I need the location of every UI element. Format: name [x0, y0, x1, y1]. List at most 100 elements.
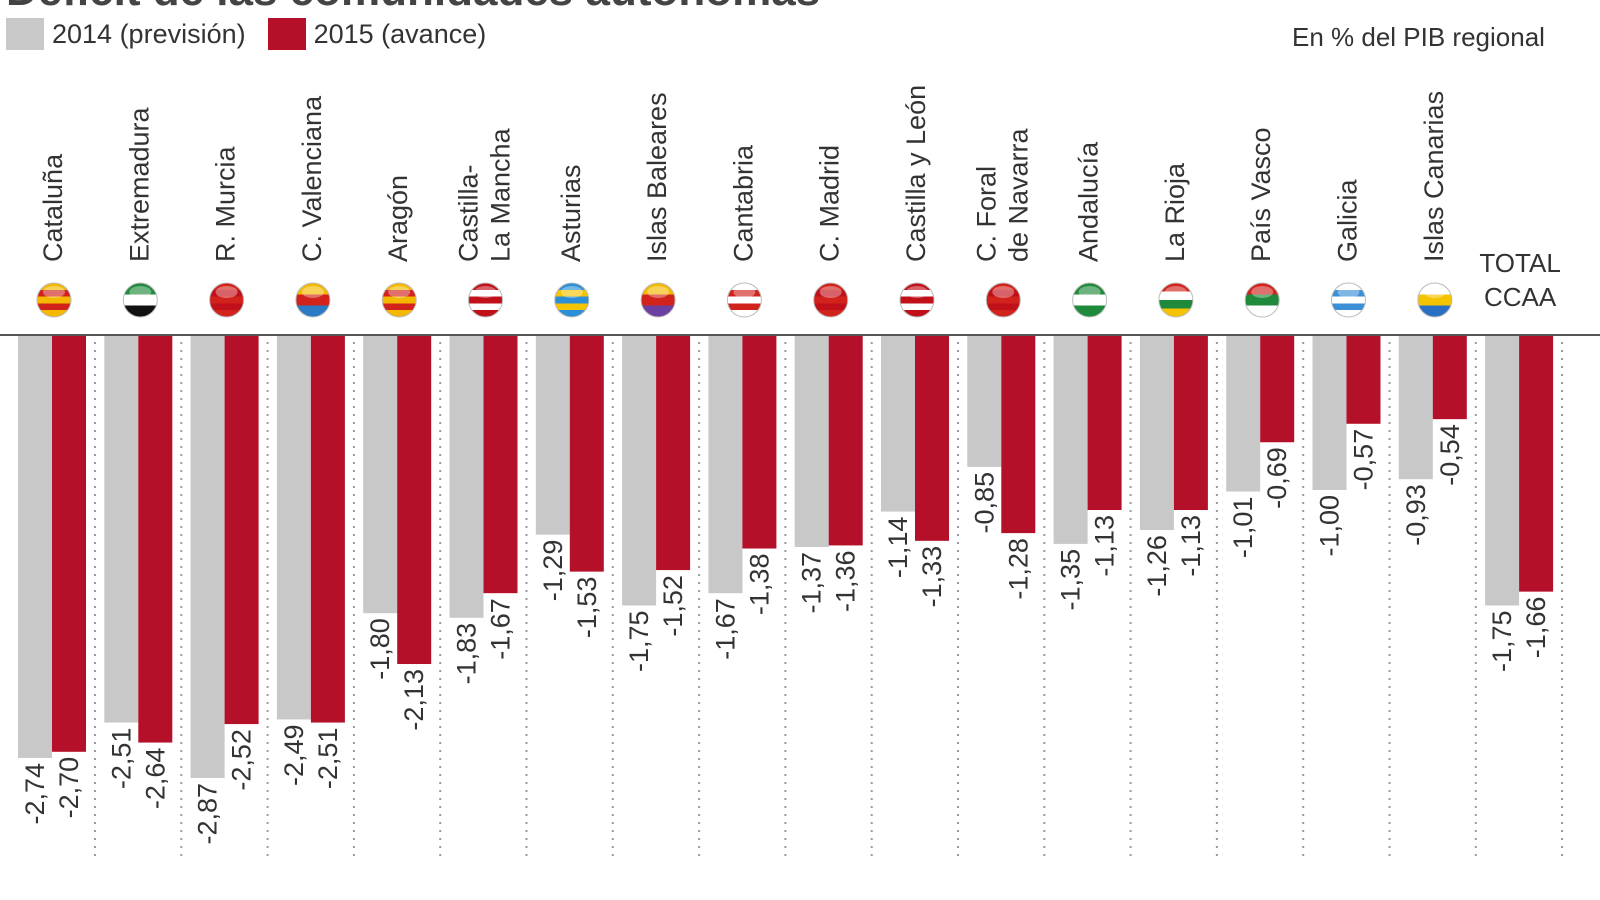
flag-gloss	[388, 286, 411, 298]
bar-2015	[915, 336, 949, 541]
value-label: -1,26	[1142, 535, 1172, 597]
bar-2015	[1001, 336, 1036, 534]
legend-label-2015: 2015 (avance)	[313, 18, 487, 49]
bar-2015	[1087, 336, 1122, 511]
bar-2014	[1398, 336, 1433, 480]
region-flag-icon	[554, 282, 590, 318]
value-label: -1,35	[1056, 549, 1086, 611]
bar-2015	[569, 336, 604, 572]
region-flag-icon	[209, 282, 245, 318]
category-label: Castilla y León	[901, 85, 931, 262]
value-label: -0,69	[1262, 447, 1292, 509]
region-flag-icon	[468, 282, 503, 318]
value-label: -1,00	[1315, 495, 1345, 557]
value-label: -1,33	[917, 546, 947, 608]
bar-2014	[449, 336, 484, 618]
region-flag-icon	[295, 282, 331, 318]
bar-2014	[535, 336, 570, 535]
bar-2015	[224, 336, 259, 725]
value-label: -2,51	[106, 728, 136, 790]
bar-2014	[708, 336, 743, 594]
category-label: País Vasco	[1246, 127, 1276, 262]
value-label: -1,67	[710, 598, 740, 660]
value-label: -0,93	[1401, 484, 1431, 546]
value-label: -2,52	[227, 729, 257, 791]
flag-gloss	[215, 286, 238, 298]
bar-2015	[656, 336, 691, 571]
bar-2015	[1432, 336, 1467, 420]
region-flag-icon	[1417, 282, 1453, 318]
category-label: de Navarra	[1003, 127, 1033, 262]
value-label: -1,53	[572, 577, 602, 639]
flag-gloss	[1337, 286, 1360, 298]
bar-2014	[363, 336, 398, 614]
flag-gloss	[819, 286, 842, 298]
category-label: R. Murcia	[211, 146, 241, 262]
flag-gloss	[733, 286, 756, 298]
legend-label-2014: 2014 (previsión)	[52, 18, 246, 49]
category-label: Castilla-	[454, 164, 484, 262]
bar-2014	[104, 336, 139, 723]
value-label: -1,83	[452, 623, 482, 685]
bar-2014	[1312, 336, 1347, 490]
flag-gloss	[301, 286, 324, 298]
value-label: -2,51	[313, 728, 343, 790]
region-flag-icon	[726, 282, 762, 318]
unit-note: En % del PIB regional	[1292, 22, 1545, 52]
region-flag-icon	[122, 282, 158, 318]
category-label: Extremadura	[124, 106, 154, 262]
region-flag-icon	[899, 282, 935, 318]
bar-2014	[1485, 336, 1520, 606]
flag-gloss	[1251, 286, 1274, 298]
value-label: -2,74	[20, 763, 50, 825]
flag-gloss	[1078, 286, 1101, 298]
region-flag-icon	[640, 282, 676, 318]
value-label: -1,14	[883, 517, 913, 579]
category-label: Islas Baleares	[642, 92, 672, 262]
bar-2014	[794, 336, 829, 547]
legend-swatch-2014	[6, 18, 44, 50]
category-label: Galicia	[1333, 178, 1363, 262]
value-label: -1,75	[624, 611, 654, 673]
region-flag-icon	[985, 282, 1021, 318]
category-label: TOTAL	[1479, 248, 1560, 278]
flag-gloss	[906, 286, 928, 298]
value-label: -1,52	[658, 575, 688, 637]
value-label: -2,70	[54, 757, 84, 819]
category-label: Cataluña	[38, 153, 68, 262]
value-label: -1,36	[831, 550, 861, 612]
region-flag-icon	[381, 282, 417, 318]
bar-2015	[52, 336, 86, 752]
bar-2015	[483, 336, 518, 594]
bar-2015	[1260, 336, 1295, 443]
category-label: La Rioja	[1160, 162, 1190, 262]
value-label: -1,67	[486, 598, 516, 660]
flag-gloss	[560, 286, 583, 298]
category-label: Aragón	[383, 175, 413, 262]
value-label: -0,85	[969, 472, 999, 534]
bar-2014	[18, 336, 52, 758]
legend: 2014 (previsión) 2015 (avance)	[6, 18, 486, 50]
category-label: Andalucía	[1074, 141, 1104, 262]
category-label: CCAA	[1484, 282, 1557, 312]
bar-2014	[1226, 336, 1261, 492]
bar-2015	[1173, 336, 1208, 511]
category-label: La Mancha	[486, 127, 516, 262]
value-label: -1,28	[1003, 538, 1033, 600]
value-label: -2,64	[140, 748, 170, 810]
bar-2015	[828, 336, 863, 546]
region-flag-icon	[1331, 282, 1366, 318]
value-label: -1,66	[1521, 597, 1551, 659]
value-label: -1,80	[365, 618, 395, 680]
flag-gloss	[129, 286, 152, 298]
value-label: -0,54	[1435, 424, 1465, 486]
flag-gloss	[474, 286, 497, 298]
value-label: -1,38	[744, 554, 774, 616]
value-label: -1,13	[1090, 515, 1120, 577]
bar-2014	[276, 336, 311, 720]
region-flag-icon	[36, 282, 72, 318]
value-label: -2,49	[279, 724, 309, 786]
flag-gloss	[1423, 286, 1446, 298]
bar-2015	[1346, 336, 1381, 424]
